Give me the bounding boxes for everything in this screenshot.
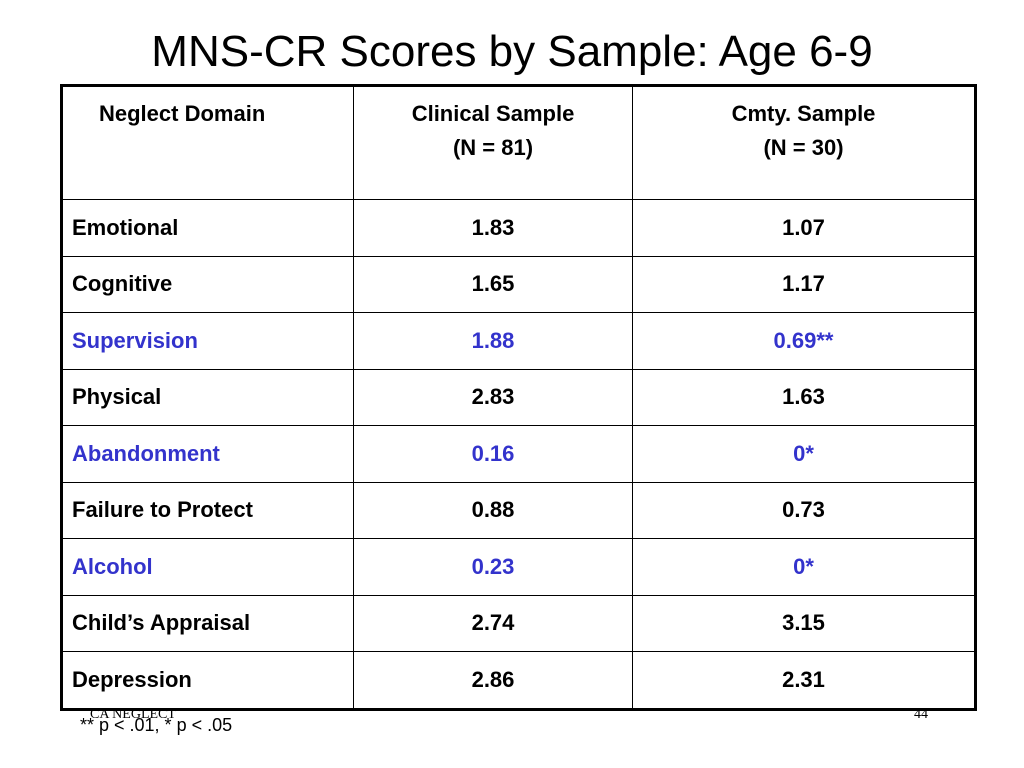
- row-domain: Child’s Appraisal: [61, 594, 354, 652]
- row-clinical-score: 0.23: [353, 538, 633, 596]
- table-row: Alcohol 0.23 0*: [61, 538, 976, 596]
- row-community-score: 0*: [632, 538, 976, 596]
- table-row: Physical 2.83 1.63: [61, 368, 976, 426]
- row-domain: Failure to Protect: [61, 481, 354, 539]
- row-domain: Depression: [61, 651, 354, 710]
- row-domain: Supervision: [61, 312, 354, 370]
- row-community-score: 2.31: [632, 651, 976, 710]
- table-row: Depression 2.86 2.31: [61, 651, 976, 710]
- scores-table: Neglect Domain Clinical Sample (N = 81) …: [60, 84, 977, 711]
- table-body: Emotional 1.83 1.07 Cognitive 1.65 1.17 …: [61, 199, 976, 710]
- row-community-score: 0.73: [632, 481, 976, 539]
- row-community-score: 0.69**: [632, 312, 976, 370]
- row-clinical-score: 1.65: [353, 255, 633, 313]
- header-clinical-sample: Clinical Sample (N = 81): [353, 85, 633, 200]
- header-community-sample: Cmty. Sample (N = 30): [632, 85, 976, 200]
- row-domain: Cognitive: [61, 255, 354, 313]
- row-community-score: 1.07: [632, 199, 976, 257]
- row-clinical-score: 1.88: [353, 312, 633, 370]
- slide-title: MNS-CR Scores by Sample: Age 6-9: [151, 27, 873, 76]
- row-clinical-score: 2.74: [353, 594, 633, 652]
- significance-footnote: ** p < .01, * p < .05: [80, 715, 233, 735]
- table-row: Emotional 1.83 1.07: [61, 199, 976, 257]
- row-domain: Physical: [61, 368, 354, 426]
- table-row: Failure to Protect 0.88 0.73: [61, 481, 976, 539]
- header-neglect-domain: Neglect Domain: [61, 85, 354, 200]
- table-row: Supervision 1.88 0.69**: [61, 312, 976, 370]
- row-community-score: 1.17: [632, 255, 976, 313]
- row-clinical-score: 2.86: [353, 651, 633, 710]
- row-community-score: 3.15: [632, 594, 976, 652]
- page-number: 44: [914, 707, 928, 722]
- table-row: Cognitive 1.65 1.17: [61, 255, 976, 313]
- row-community-score: 1.63: [632, 368, 976, 426]
- row-domain: Abandonment: [61, 425, 354, 483]
- header-clinical-n: (N = 81): [452, 135, 534, 160]
- row-clinical-score: 1.83: [353, 199, 633, 257]
- row-community-score: 0*: [632, 425, 976, 483]
- row-domain: Emotional: [61, 199, 354, 257]
- row-clinical-score: 2.83: [353, 368, 633, 426]
- row-domain: Alcohol: [61, 538, 354, 596]
- header-community-n: (N = 30): [763, 135, 844, 160]
- row-clinical-score: 0.16: [353, 425, 633, 483]
- header-neglect-domain-label: Neglect Domain: [99, 101, 266, 126]
- header-clinical-title: Clinical Sample: [411, 101, 575, 126]
- table-row: Child’s Appraisal 2.74 3.15: [61, 594, 976, 652]
- row-clinical-score: 0.88: [353, 481, 633, 539]
- header-community-title: Cmty. Sample: [731, 101, 876, 126]
- table-header-row: Neglect Domain Clinical Sample (N = 81) …: [61, 85, 976, 200]
- footer-label: CA NEGLECT: [90, 707, 176, 722]
- table-row: Abandonment 0.16 0*: [61, 425, 976, 483]
